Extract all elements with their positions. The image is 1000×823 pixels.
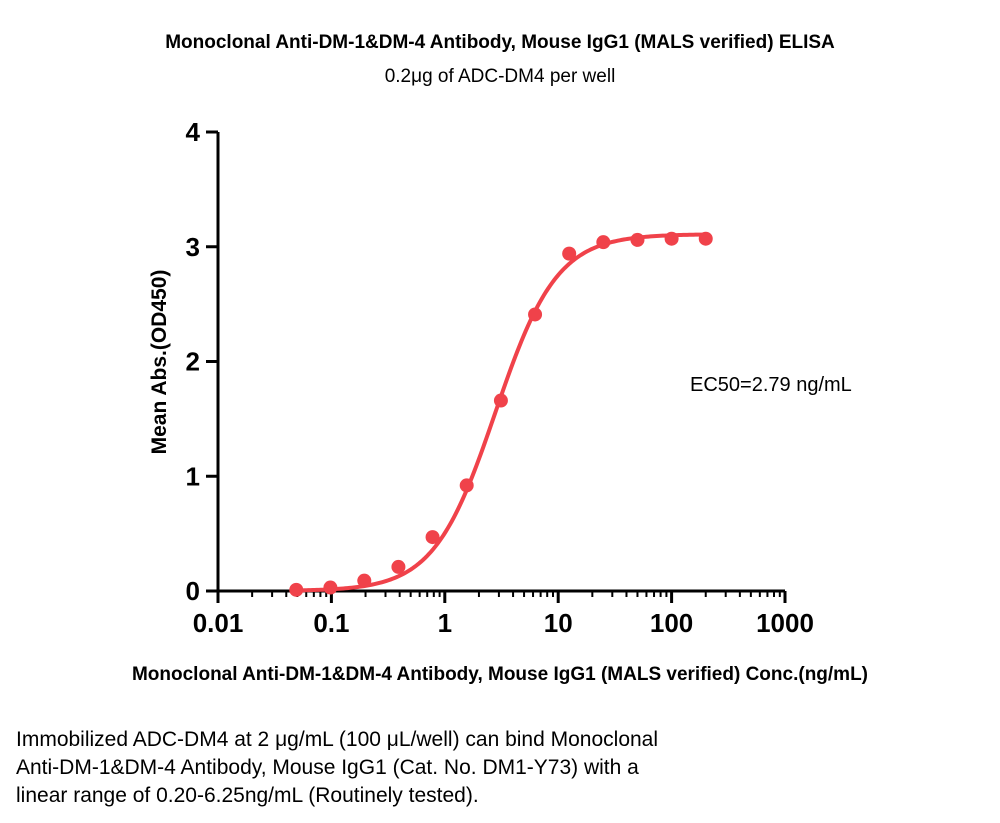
x-axis: 0.01 0.1 1 10 100 1000	[193, 589, 814, 638]
data-point	[596, 235, 611, 250]
y-tick-label: 1	[186, 461, 200, 491]
fit-curve	[296, 232, 706, 593]
y-tick-label: 2	[186, 347, 200, 377]
y-tick-label: 0	[186, 576, 200, 606]
data-point	[528, 307, 543, 322]
x-ticks: 0.01 0.1 1 10 100 1000	[193, 591, 814, 638]
x-tick-label: 0.1	[313, 608, 349, 638]
x-tick-label: 100	[650, 608, 693, 638]
data-point	[323, 580, 338, 595]
chart-subtitle: 0.2μg of ADC-DM4 per well	[384, 66, 616, 87]
data-point	[630, 232, 645, 247]
caption-line-2: Anti-DM-1&DM-4 Antibody, Mouse IgG1 (Cat…	[16, 756, 639, 779]
data-point	[493, 393, 508, 408]
x-axis-label: Monoclonal Anti-DM-1&DM-4 Antibody, Mous…	[132, 664, 868, 685]
data-point	[425, 530, 440, 545]
y-ticks: 0 1 2 3 4	[186, 117, 218, 606]
x-tick-label: 1000	[756, 608, 814, 638]
x-tick-label: 1	[438, 608, 452, 638]
data-point	[459, 478, 474, 493]
data-point	[562, 246, 577, 261]
data-point	[698, 231, 713, 246]
data-point	[664, 231, 679, 246]
data-points	[289, 231, 713, 597]
figure-caption: Immobilized ADC-DM4 at 2 μg/mL (100 μL/w…	[16, 726, 916, 810]
elisa-chart: 0 1 2 3 4 0.01 0.1 1 10 100 1000 Mean Abs.(OD450)…	[132, 117, 868, 685]
ec50-annotation: EC50=2.79 ng/mL	[690, 374, 852, 396]
y-axis-label: Mean Abs.(OD450)	[148, 270, 171, 455]
chart-title: Monoclonal Anti-DM-1&DM-4 Antibody, Mous…	[165, 32, 835, 53]
data-point	[391, 559, 406, 574]
x-tick-label: 10	[544, 608, 573, 638]
y-tick-label: 3	[186, 232, 200, 262]
caption-line-1: Immobilized ADC-DM4 at 2 μg/mL (100 μL/w…	[16, 728, 659, 751]
data-point	[357, 573, 372, 588]
data-point	[289, 582, 304, 597]
y-tick-label: 4	[186, 117, 201, 147]
caption-line-3: linear range of 0.20-6.25ng/mL (Routinel…	[16, 784, 479, 807]
y-axis: 0 1 2 3 4	[186, 117, 220, 606]
x-tick-label: 0.01	[193, 608, 244, 638]
